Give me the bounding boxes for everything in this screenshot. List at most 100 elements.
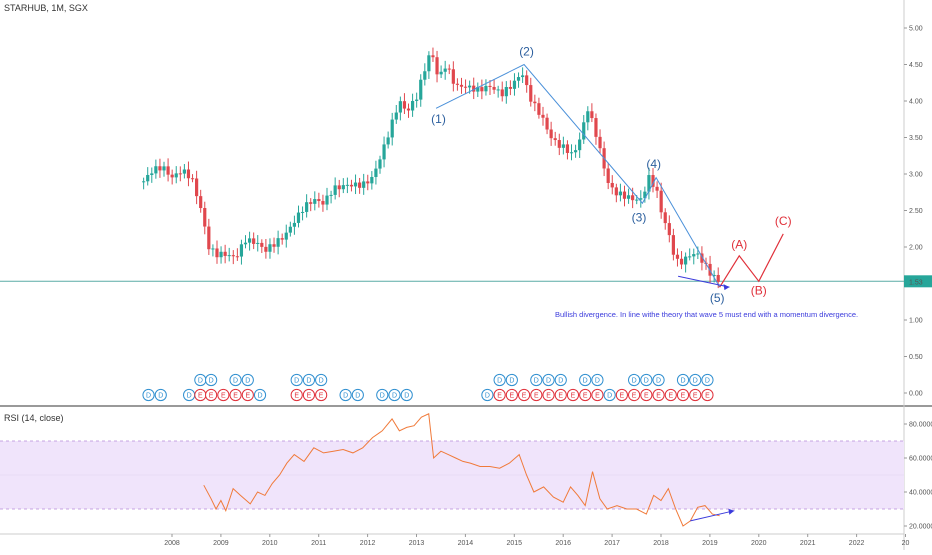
candle-body	[569, 152, 574, 154]
event-badge-circle	[591, 388, 604, 402]
candle-body	[394, 112, 398, 120]
event-badge-circle	[530, 388, 543, 402]
candle-body	[146, 174, 150, 182]
candle-body	[655, 186, 659, 191]
price-tick-label: 2.50	[909, 208, 923, 215]
candle-body	[211, 248, 215, 250]
candle-body	[533, 101, 537, 104]
candle-body	[578, 139, 582, 151]
impulse-wave-line	[435, 63, 721, 288]
candle-body	[476, 87, 480, 92]
candle-body	[675, 254, 680, 259]
event-badge-circle	[217, 388, 230, 402]
event-badge-circle	[689, 373, 702, 387]
candle-body	[643, 191, 647, 199]
candle-body	[435, 57, 439, 75]
candle-body	[647, 175, 651, 192]
event-badge-circle	[315, 373, 328, 387]
event-badge-circle	[676, 373, 690, 387]
candle-body	[500, 89, 504, 97]
candle-body	[219, 251, 223, 258]
event-badge-label: E	[632, 393, 637, 400]
event-badge-label: E	[546, 393, 551, 400]
event-badge-circle	[229, 388, 242, 402]
event-badge-label: D	[404, 393, 409, 400]
event-badge-label: E	[558, 393, 563, 400]
divergence-note: Bullish divergence. In line withe theory…	[555, 310, 858, 319]
candle-body	[410, 100, 415, 111]
event-badge-label: E	[620, 393, 625, 400]
event-badge-circle	[517, 388, 531, 402]
candle-body	[341, 185, 345, 190]
candle-body	[288, 226, 292, 233]
candle-body	[358, 182, 362, 188]
event-badge-label: D	[187, 393, 192, 400]
event-badge-circle	[505, 388, 518, 402]
candle-body	[276, 238, 280, 247]
event-badge-label: D	[306, 378, 311, 385]
event-badge-label: E	[705, 393, 710, 400]
event-badge-label: D	[319, 378, 324, 385]
event-badge-label: D	[558, 378, 563, 385]
event-badge-label: E	[571, 393, 576, 400]
candle-body	[468, 85, 472, 88]
candle-body	[586, 111, 590, 123]
candle-body	[671, 235, 675, 255]
event-badge-circle	[640, 388, 653, 402]
last-price-label: 1.53	[909, 279, 923, 286]
candle-body	[186, 169, 191, 179]
event-badge-label: D	[146, 393, 151, 400]
event-badge-circle	[566, 388, 580, 402]
candle-body	[207, 226, 211, 250]
event-badge-label: D	[497, 378, 502, 385]
event-badge-label: D	[595, 378, 600, 385]
price-tick-label: 5.00	[909, 26, 923, 33]
candle-body	[398, 101, 402, 113]
candle-body	[235, 256, 239, 258]
candle-body	[353, 182, 358, 187]
candle-body	[239, 244, 244, 257]
candle-body	[712, 274, 716, 276]
wave-label-1: (1)	[431, 112, 446, 126]
event-badge-label: D	[294, 378, 299, 385]
candle-body	[521, 75, 525, 78]
candle-body	[190, 178, 195, 180]
event-badge-circle	[554, 373, 567, 387]
event-badge-label: D	[233, 378, 238, 385]
event-badge-circle	[603, 388, 616, 402]
candle-body	[557, 140, 561, 148]
candle-body	[610, 182, 614, 188]
candle-body	[154, 166, 158, 174]
candle-body	[260, 242, 264, 247]
candle-body	[622, 191, 627, 199]
event-badge-circle	[241, 373, 254, 387]
candle-body	[349, 184, 354, 187]
event-badge-circle	[591, 373, 604, 387]
price-tick-label: 0.00	[909, 391, 923, 398]
event-badge-circle	[493, 388, 506, 402]
price-tick-label: 1.00	[909, 318, 923, 325]
time-tick-label: 2009	[213, 540, 229, 547]
event-badge-label: E	[307, 393, 312, 400]
event-badge-label: E	[534, 393, 539, 400]
event-badge-label: E	[583, 393, 588, 400]
candle-body	[203, 208, 207, 227]
candle-body	[545, 117, 549, 130]
event-badge-label: D	[198, 378, 203, 385]
event-badge-circle	[154, 388, 167, 402]
candle-body	[635, 199, 639, 201]
candle-body	[390, 119, 394, 138]
candle-body	[639, 198, 643, 200]
time-tick-label: 2019	[702, 540, 718, 547]
candle-body	[553, 138, 557, 141]
event-badge-label: D	[245, 378, 250, 385]
candle-body	[463, 86, 468, 88]
event-badge-circle	[205, 388, 218, 402]
event-badge-label: E	[209, 393, 214, 400]
candle-body	[174, 173, 178, 178]
event-badge-label: E	[668, 393, 673, 400]
event-badge-label: D	[693, 378, 698, 385]
event-badge-label: E	[522, 393, 527, 400]
candle-body	[606, 168, 610, 183]
